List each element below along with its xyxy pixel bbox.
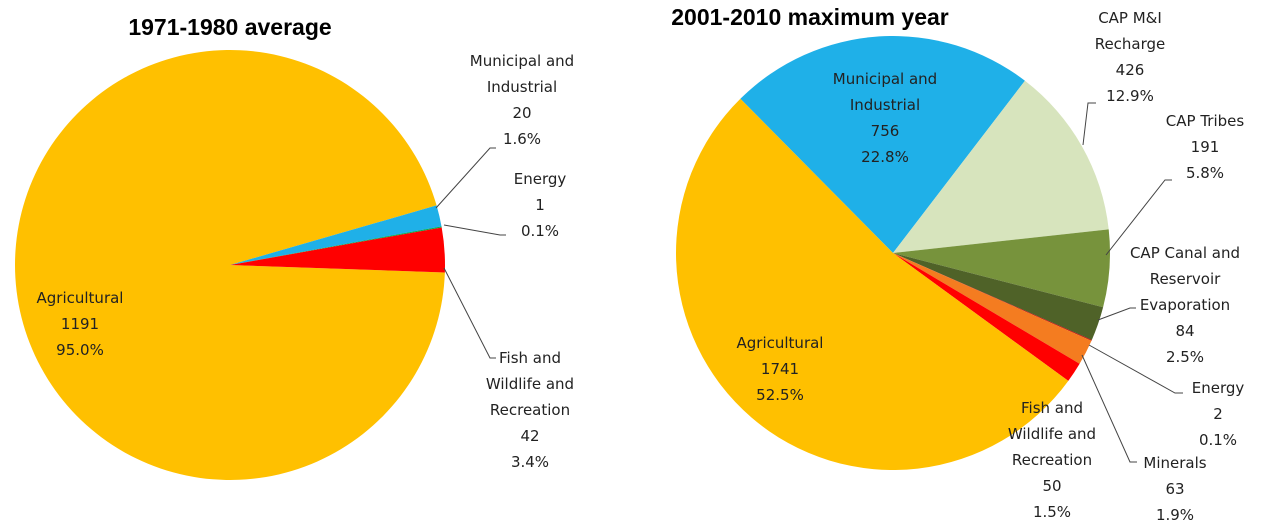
slice-label: Minerals 63 1.9% (1130, 450, 1220, 524)
category-name: Energy (1191, 379, 1245, 397)
pie (676, 36, 1110, 470)
pie-slice (893, 253, 1092, 364)
category-name: CAP M&I Recharge (1094, 9, 1166, 53)
leader-line (1088, 344, 1183, 394)
percent-label: 0.1% (520, 222, 560, 240)
percent-label: 12.9% (1106, 87, 1154, 105)
value-label: 63 (1165, 480, 1185, 498)
percent-label: 1.9% (1155, 506, 1195, 524)
category-name: Agricultural (36, 289, 124, 307)
category-name: Fish and Wildlife and Recreation (1007, 399, 1097, 469)
percent-label: 52.5% (756, 386, 804, 404)
value-label: 756 (870, 122, 900, 140)
category-name: Agricultural (736, 334, 824, 352)
percent-label: 95.0% (56, 341, 104, 359)
category-name: Energy (513, 170, 567, 188)
slice-label: Energy 1 0.1% (490, 166, 590, 244)
category-name: Fish and Wildlife and Recreation (485, 349, 575, 419)
value-label: 20 (512, 104, 532, 122)
pie-slice (740, 36, 1025, 254)
pie-slice (230, 227, 445, 273)
slice-label: CAP M&I Recharge 426 12.9% (1085, 5, 1175, 109)
pie-slice (15, 50, 445, 481)
pie-slice (676, 98, 1069, 470)
slice-label: Municipal and Industrial 756 22.8% (815, 66, 955, 170)
slice-label: Fish and Wildlife and Recreation 42 3.4% (475, 345, 585, 475)
leader-line (443, 267, 496, 359)
category-name: CAP Tribes (1165, 112, 1245, 130)
percent-label: 22.8% (861, 148, 909, 166)
pie-slice (893, 229, 1110, 308)
pie-slice (893, 253, 1104, 340)
slice-label: Agricultural 1741 52.5% (720, 330, 840, 408)
slice-label: CAP Tribes 191 5.8% (1155, 108, 1255, 186)
value-label: 191 (1190, 138, 1220, 156)
percent-label: 1.5% (1032, 503, 1072, 521)
category-name: Minerals (1143, 454, 1207, 472)
pie-slice (893, 253, 1092, 341)
value-label: 42 (520, 427, 540, 445)
leader-line (435, 147, 496, 209)
leader-line (1082, 102, 1096, 146)
percent-label: 3.4% (510, 453, 550, 471)
pie (15, 50, 445, 481)
leader-line (443, 224, 506, 236)
category-name: Municipal and Industrial (469, 52, 575, 96)
percent-label: 2.5% (1165, 348, 1205, 366)
leader-line (1105, 179, 1172, 256)
slice-label: Municipal and Industrial 20 1.6% (452, 48, 592, 152)
slice-label: Agricultural 1191 95.0% (20, 285, 140, 363)
pie-slice (893, 253, 1080, 381)
slice-label: CAP Canal and Reservoir Evaporation 84 2.5… (1120, 240, 1250, 370)
percent-label: 0.1% (1198, 431, 1238, 449)
value-label: 1 (535, 196, 545, 214)
leader-line (1081, 354, 1137, 463)
leader-lines (435, 102, 1183, 463)
percent-label: 5.8% (1185, 164, 1225, 182)
value-label: 50 (1042, 477, 1062, 495)
percent-label: 1.6% (502, 130, 542, 148)
category-name: CAP Canal and Reservoir Evaporation (1129, 244, 1241, 314)
pie-slice (230, 226, 442, 265)
slice-label: Fish and Wildlife and Recreation 50 1.5% (995, 395, 1110, 524)
leader-line (1097, 307, 1136, 321)
chart-title: 2001-2010 maximum year (671, 4, 949, 30)
value-label: 426 (1115, 61, 1145, 79)
value-label: 1741 (760, 360, 800, 378)
value-label: 2 (1213, 405, 1223, 423)
value-label: 84 (1175, 322, 1195, 340)
chart-title: 1971-1980 average (128, 14, 332, 40)
pie-slice (230, 205, 442, 265)
value-label: 1191 (60, 315, 100, 333)
slice-label: Energy 2 0.1% (1178, 375, 1258, 453)
pie-slice (893, 80, 1109, 253)
category-name: Municipal and Industrial (832, 70, 938, 114)
